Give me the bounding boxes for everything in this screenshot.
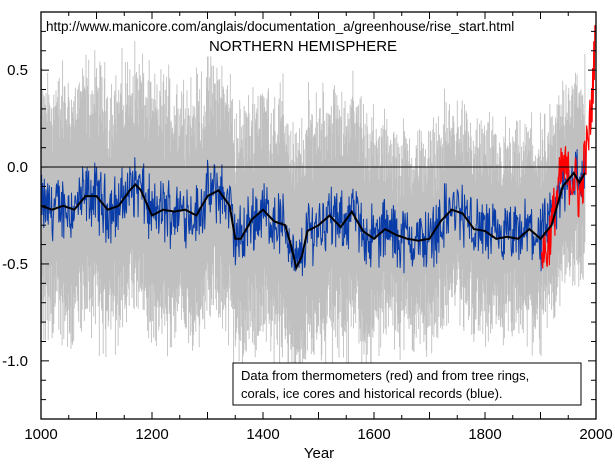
x-tick-label: 1000: [24, 426, 57, 443]
y-tick-label: 0.0: [7, 159, 28, 176]
y-tick-label: -1.0: [2, 353, 28, 370]
x-tick-label: 2000: [579, 426, 612, 443]
smoothed-series: [40, 171, 586, 271]
axis-ticks: [40, 11, 597, 420]
x-axis-label: Year: [304, 445, 334, 462]
x-tick-label: 1400: [246, 426, 279, 443]
legend-box: Data from thermometers (red) and from tr…: [232, 362, 582, 406]
proxy-line: [40, 147, 586, 277]
proxy-series: [40, 147, 586, 277]
chart-title: NORTHERN HEMISPHERE: [209, 38, 397, 55]
x-tick-label: 1600: [357, 426, 390, 443]
y-tick-label: 0.5: [7, 62, 28, 79]
smoothed-line: [40, 171, 586, 271]
source-url: http://www.manicore.com/anglais/document…: [46, 19, 514, 34]
x-tick-label: 1800: [468, 426, 501, 443]
thermometer-series: [541, 25, 596, 269]
y-tick-label: -0.5: [2, 256, 28, 273]
thermometer-line: [541, 25, 596, 269]
legend-line-1: Data from thermometers (red) and from tr…: [241, 368, 529, 383]
legend-line-2: corals, ice cores and historical records…: [241, 386, 503, 401]
x-tick-label: 1200: [135, 426, 168, 443]
